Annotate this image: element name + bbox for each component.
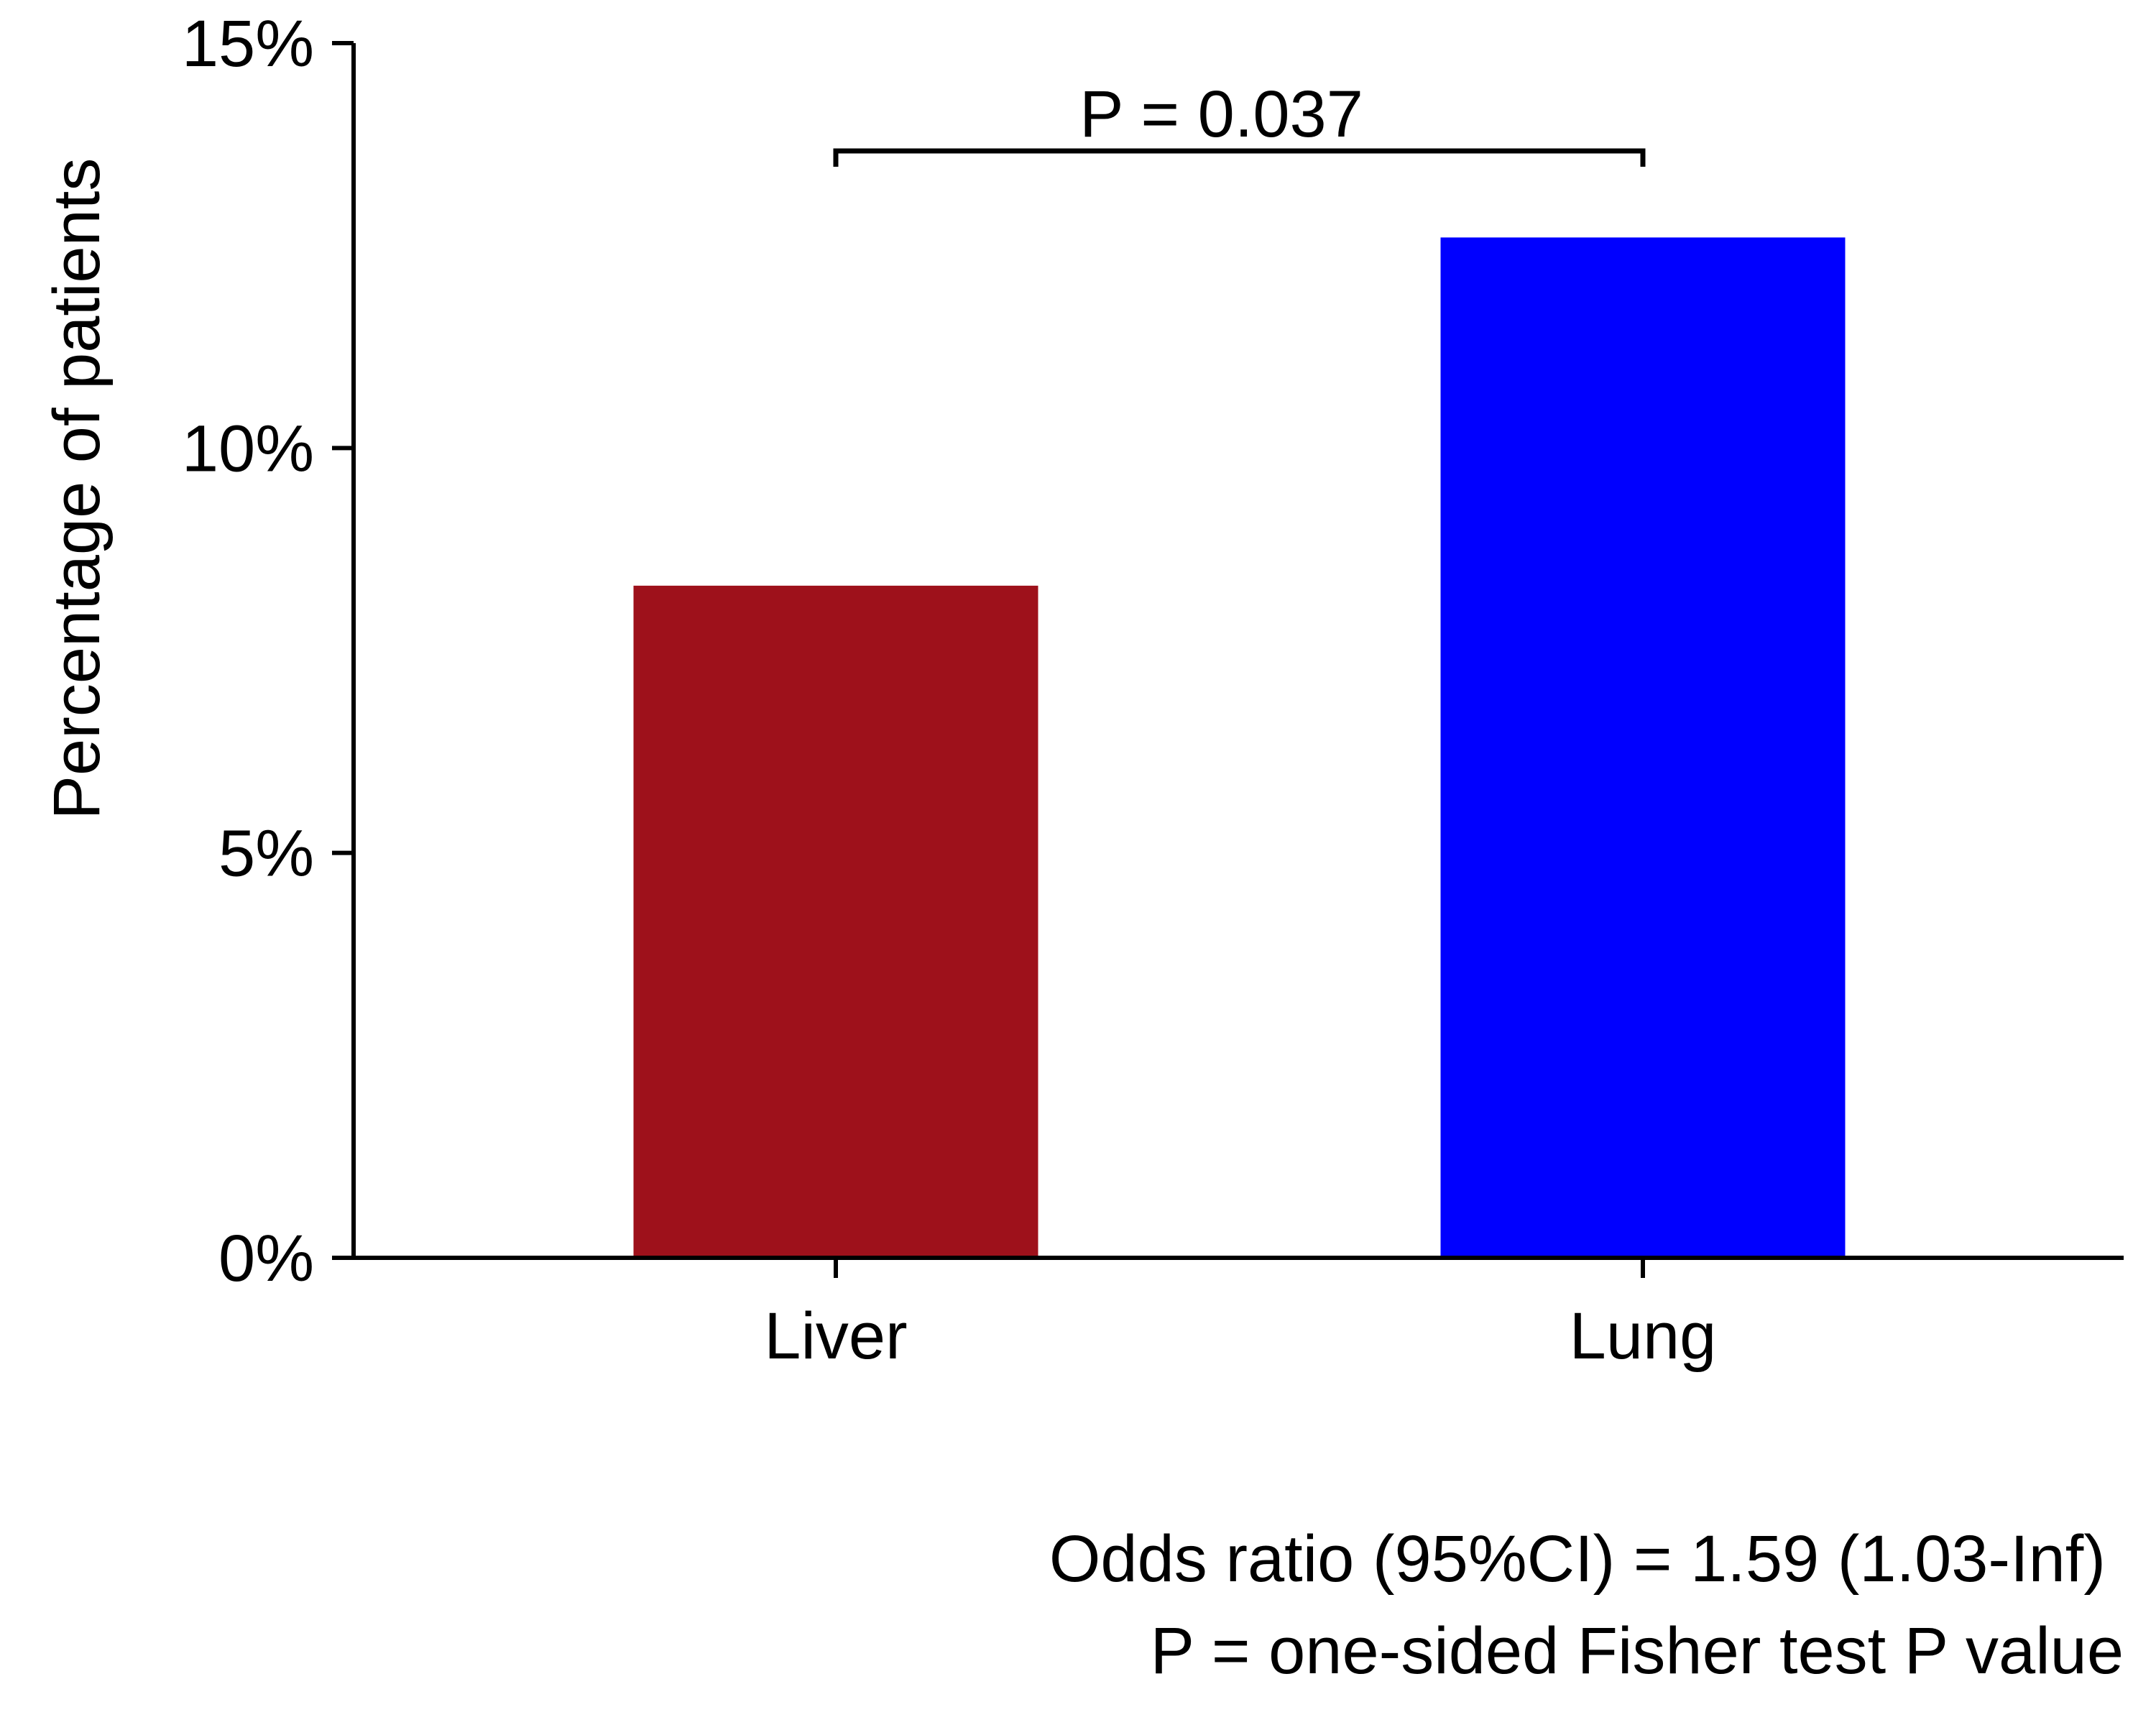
y-tick-label: 10%	[182, 412, 314, 485]
y-tick-label: 5%	[218, 817, 314, 891]
x-tick-label-lung: Lung	[1570, 1300, 1717, 1373]
x-ticks-group: Liver Lung	[764, 1258, 1716, 1373]
axes-group	[351, 43, 2124, 1260]
y-tick-label: 15%	[182, 7, 314, 80]
y-tick-label: 0%	[218, 1222, 314, 1295]
x-tick-label-liver: Liver	[764, 1300, 907, 1373]
odds-ratio-note: Odds ratio (95%CI) = 1.59 (1.03-Inf)	[1049, 1522, 2106, 1596]
fisher-test-note: P = one-sided Fisher test P value	[1151, 1614, 2124, 1688]
significance-bracket: P = 0.037	[833, 78, 1646, 167]
p-value-label: P = 0.037	[1079, 78, 1363, 151]
bar-liver	[633, 585, 1038, 1258]
bars-group	[633, 237, 1846, 1258]
bracket-line	[833, 148, 1646, 167]
y-ticks-group: 0% 5% 10% 15%	[182, 7, 354, 1295]
bar-lung	[1440, 237, 1846, 1258]
y-axis-label: Percentage of patients	[40, 158, 114, 820]
